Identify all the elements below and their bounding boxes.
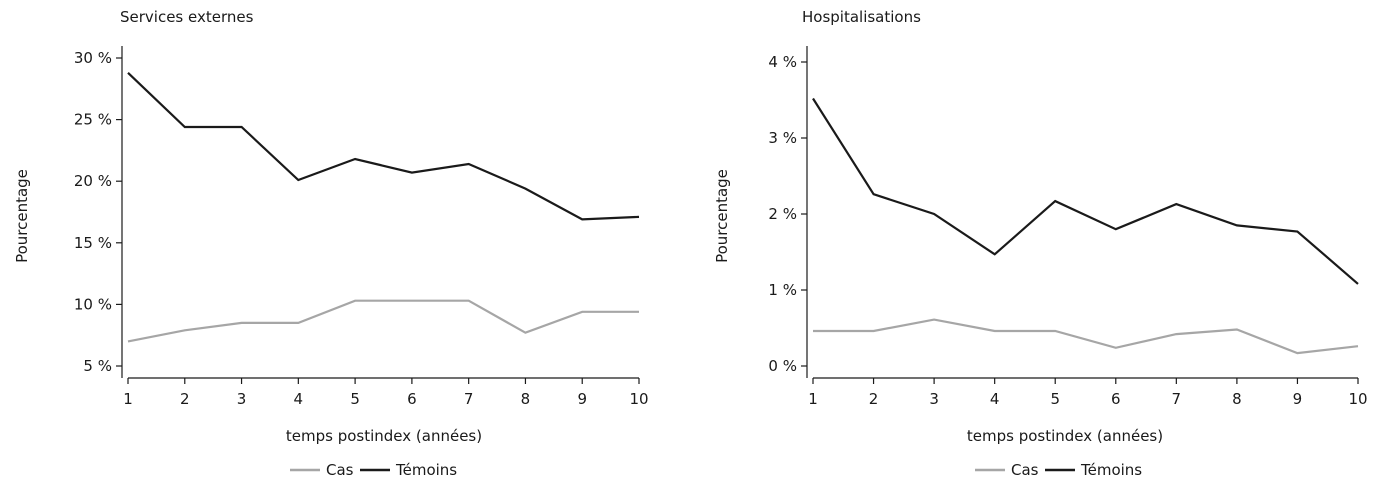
x-tick-label: 3 (929, 390, 939, 408)
series-line-cas (813, 318, 1359, 355)
x-tick-label: 5 (1050, 390, 1060, 408)
x-tick-label: 3 (237, 390, 247, 408)
y-tick-label: 10 % (74, 295, 112, 313)
legend-label: Cas (1011, 461, 1039, 479)
series-line-temoins (812, 97, 1359, 285)
x-tick-label: 9 (1293, 390, 1303, 408)
y-tick-label: 25 % (74, 111, 112, 129)
x-axis-label: temps postindex (années) (967, 427, 1163, 445)
y-tick-label: 1 % (768, 281, 797, 299)
y-axis-label: Pourcentage (13, 169, 31, 263)
x-tick-label: 4 (990, 390, 1000, 408)
series-line-temoins (127, 72, 640, 221)
x-tick-label: 7 (464, 390, 474, 408)
y-tick-label: 30 % (74, 49, 112, 67)
x-tick-label: 7 (1172, 390, 1182, 408)
x-tick-label: 10 (629, 390, 648, 408)
x-tick-label: 1 (808, 390, 818, 408)
legend-label: Cas (326, 461, 354, 479)
legend: Cas Témoins (290, 461, 457, 479)
y-tick-label: 15 % (74, 234, 112, 252)
x-tick-label: 5 (350, 390, 360, 408)
x-tick-label: 2 (180, 390, 190, 408)
x-tick-label: 10 (1348, 390, 1367, 408)
chart-services-externes: Services externes 5 % 10 % 15 % 20 % 25 % 30 %… (13, 8, 649, 479)
y-tick-label: 4 % (768, 53, 797, 71)
chart-hospitalisations: Hospitalisations 0 % 1 % 2 % 3 % 4 % 1 2 3 4 5 6 7 8 9… (713, 8, 1368, 479)
x-axis-label: temps postindex (années) (286, 427, 482, 445)
x-tick-label: 4 (294, 390, 304, 408)
x-tick-label: 6 (407, 390, 417, 408)
legend: Cas Témoins (975, 461, 1142, 479)
y-tick-label: 3 % (768, 129, 797, 147)
series-line-cas (127, 299, 639, 343)
y-tick-label: 2 % (768, 205, 797, 223)
y-tick-label: 20 % (74, 172, 112, 190)
y-axis-label: Pourcentage (713, 169, 731, 263)
chart-title: Hospitalisations (802, 8, 921, 26)
x-tick-label: 9 (577, 390, 587, 408)
legend-label: Témoins (395, 461, 457, 479)
x-tick-label: 2 (869, 390, 879, 408)
x-tick-label: 1 (123, 390, 133, 408)
legend-label: Témoins (1080, 461, 1142, 479)
x-tick-label: 8 (1232, 390, 1242, 408)
x-tick-label: 6 (1111, 390, 1121, 408)
x-tick-label: 8 (521, 390, 531, 408)
y-tick-label: 5 % (83, 357, 112, 375)
y-tick-label: 0 % (768, 357, 797, 375)
chart-title: Services externes (120, 8, 254, 26)
